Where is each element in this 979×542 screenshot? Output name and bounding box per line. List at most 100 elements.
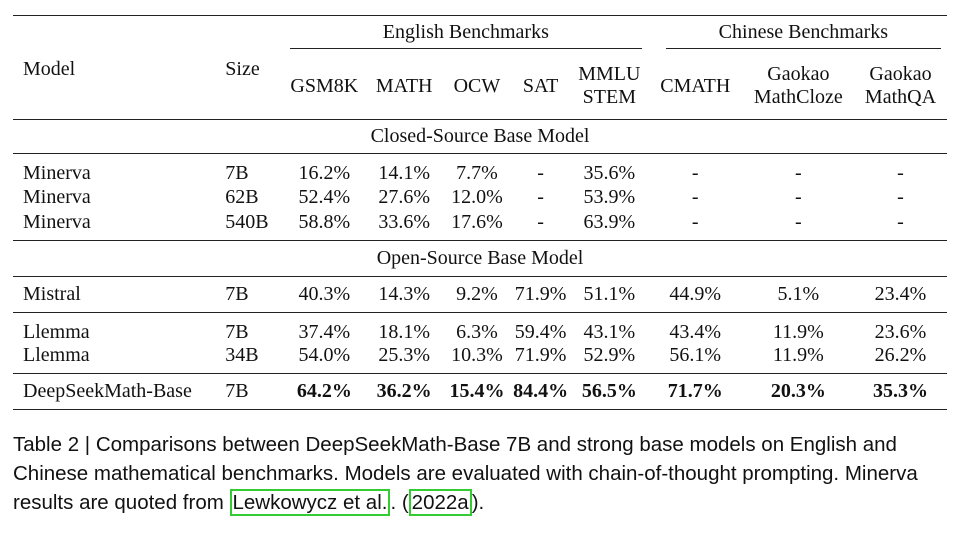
- cell-value: 25.3%: [378, 343, 430, 366]
- section-title-closed: Closed-Source Base Model: [370, 125, 590, 147]
- cell-size: 7B: [225, 283, 249, 305]
- cell-value: 53.9%: [583, 186, 636, 208]
- header-size: Size: [225, 58, 260, 80]
- cell-value: 14.3%: [378, 283, 430, 305]
- cell-value: 43.1%: [583, 320, 636, 343]
- cell-value: -: [537, 210, 544, 233]
- header-english-group: English Benchmarks: [284, 16, 648, 54]
- cell-value: 56.1%: [669, 343, 722, 366]
- cell-value: 54.0%: [298, 343, 351, 366]
- cell-size: 62B: [225, 186, 259, 208]
- cell-value: 11.9%: [772, 343, 824, 366]
- citation-link-year[interactable]: 2022a: [408, 489, 472, 516]
- cell-value: 23.4%: [874, 283, 927, 305]
- cell-value: 58.8%: [298, 210, 351, 233]
- cell-value: 37.4%: [298, 320, 351, 343]
- cell-model: Minerva: [23, 186, 91, 208]
- cell-value: 17.6%: [451, 210, 503, 233]
- cell-value: 36.2%: [376, 380, 432, 402]
- header-chinese-label: Chinese Benchmarks: [665, 21, 941, 49]
- cell-value: 35.3%: [872, 380, 928, 402]
- header-english-label: English Benchmarks: [289, 21, 642, 49]
- caption-cite-end: ).: [471, 491, 485, 514]
- header-col-mmlu-stem: MMLU STEM: [578, 63, 641, 109]
- results-table: Model Size English Benchmarks Chinese Be…: [13, 15, 947, 410]
- results-table-container: Model Size English Benchmarks Chinese Be…: [13, 15, 947, 410]
- cell-value: -: [691, 161, 699, 184]
- table-row: Llemma 34B 54.0% 25.3% 10.3% 71.9% 52.9% 56.1% 1…: [13, 344, 947, 374]
- cell-model: Llemma: [23, 320, 90, 343]
- cell-value: 6.3%: [456, 320, 498, 343]
- cell-value: 16.2%: [298, 161, 351, 184]
- header-col-math: MATH: [375, 74, 433, 97]
- cell-model: DeepSeekMath-Base: [23, 380, 192, 402]
- cell-value: -: [537, 186, 544, 208]
- citation-link-author[interactable]: Lewkowycz et al.: [229, 489, 391, 516]
- cell-value: -: [537, 161, 544, 184]
- cell-value: 27.6%: [378, 186, 430, 208]
- table-row: Minerva 540B 58.8% 33.6% 17.6% - 63.9% - - -: [13, 211, 947, 241]
- closed-source-rows: Minerva 7B 16.2% 14.1% 7.7% -35.6% - - - Minerva 6…: [13, 153, 947, 241]
- cell-model: Llemma: [23, 343, 90, 366]
- cell-value: 56.5%: [581, 380, 637, 402]
- header-model: Model: [23, 58, 76, 80]
- cell-value: 20.3%: [770, 380, 826, 402]
- cell-value: 64.2%: [296, 380, 352, 402]
- header-chinese-group: Chinese Benchmarks: [648, 16, 947, 54]
- cell-value: -: [897, 161, 904, 184]
- header-col-cmath: CMATH: [660, 74, 731, 97]
- cell-value: 7.7%: [456, 161, 498, 184]
- table-caption: Table 2 | Comparisons between DeepSeekMa…: [13, 430, 963, 517]
- cell-model: Minerva: [23, 210, 91, 233]
- cell-size: 7B: [225, 161, 249, 184]
- cell-value: 35.6%: [583, 161, 636, 184]
- cell-value: 51.1%: [583, 283, 636, 305]
- cell-value: -: [795, 186, 802, 208]
- cell-value: 44.9%: [669, 283, 722, 305]
- cell-value: 52.4%: [298, 186, 351, 208]
- cell-value: 11.9%: [772, 320, 824, 343]
- table-row: Minerva 7B 16.2% 14.1% 7.7% - 35.6% - - -: [13, 154, 947, 185]
- cell-value: -: [795, 161, 802, 184]
- open-source-rows: Mistral 7B 40.3% 14.3% 9.2% 71.9% 51.1% 44.9% 5.…: [13, 276, 947, 410]
- cell-value: -: [897, 210, 904, 233]
- cell-value: 43.4%: [669, 320, 722, 343]
- section-title-open: Open-Source Base Model: [376, 247, 584, 269]
- cell-value: 52.9%: [583, 343, 636, 366]
- cell-value: 63.9%: [583, 210, 636, 233]
- header-col-ocw: OCW: [453, 74, 501, 97]
- header-col-sat: SAT: [522, 74, 559, 97]
- cell-value: 84.4%: [513, 380, 569, 402]
- table-row: Minerva 62B 52.4% 27.6% 12.0% - 53.9% - - -: [13, 185, 947, 211]
- header-col-gaokao-mathcloze: Gaokao MathCloze: [753, 63, 843, 109]
- cell-value: 40.3%: [298, 283, 351, 305]
- cell-model: Minerva: [23, 161, 91, 184]
- caption-text: Table 2 | Comparisons between DeepSeekMa…: [13, 433, 918, 514]
- cell-size: 7B: [225, 380, 249, 402]
- cell-value: 71.7%: [667, 380, 723, 402]
- cell-size: 540B: [225, 210, 269, 233]
- cell-value: 59.4%: [514, 320, 567, 343]
- table-row: DeepSeekMath-Base 7B 64.2% 36.2% 15.4% 84.4% 5…: [13, 373, 947, 410]
- cell-value: -: [691, 210, 699, 233]
- cell-value: 9.2%: [456, 283, 498, 305]
- table-row: Mistral 7B 40.3% 14.3% 9.2% 71.9% 51.1% 44.9% 5.…: [13, 276, 947, 313]
- cell-value: 10.3%: [451, 343, 503, 366]
- header-col-gaokao-mathqa: Gaokao MathQA: [864, 63, 937, 109]
- cell-value: 71.9%: [514, 343, 567, 366]
- cell-value: 12.0%: [451, 186, 503, 208]
- cell-value: 23.6%: [874, 320, 927, 343]
- cell-value: 26.2%: [874, 343, 927, 366]
- cell-size: 34B: [225, 343, 259, 366]
- cell-value: 33.6%: [378, 210, 430, 233]
- caption-cite-mid: . (: [390, 491, 409, 514]
- cell-value: 18.1%: [378, 320, 430, 343]
- cell-model: Mistral: [23, 283, 81, 305]
- header-col-gsm8k: GSM8K: [290, 74, 359, 97]
- table-row: Llemma 7B 37.4% 18.1% 6.3% 59.4% 43.1% 43.4% 11.…: [13, 312, 947, 344]
- cell-value: 5.1%: [777, 283, 820, 305]
- cell-value: 15.4%: [449, 380, 505, 402]
- cell-size: 7B: [225, 320, 249, 343]
- cell-value: 71.9%: [514, 283, 567, 305]
- cell-value: -: [795, 210, 802, 233]
